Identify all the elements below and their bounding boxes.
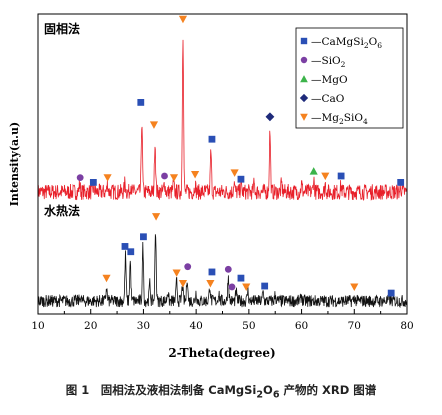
caption-sub-1: 2 xyxy=(256,389,264,401)
marker-square xyxy=(140,233,147,241)
marker-square xyxy=(387,289,395,297)
marker-square xyxy=(237,175,245,183)
caption-text: 固相法及液相法制备 CaMgSi xyxy=(100,383,257,397)
y-axis-label: Intensity(a.u) xyxy=(8,122,21,206)
marker-square xyxy=(261,282,269,290)
legend-label: —MgO xyxy=(311,74,348,86)
marker-triangle-down xyxy=(169,174,179,182)
legend-label: —CaO xyxy=(311,93,345,105)
marker-square xyxy=(208,268,216,276)
marker-square xyxy=(397,179,405,186)
caption-suffix: 产物的 XRD 图谱 xyxy=(279,383,377,397)
legend-label: —SiO2 xyxy=(311,55,346,69)
legend: —CaMgSi2O6 —SiO2 —MgO —CaO —Mg2SiO4 xyxy=(295,27,404,129)
caption-sub-2: 6 xyxy=(272,389,280,401)
legend-symbol-square xyxy=(300,37,308,45)
marker-triangle-up xyxy=(309,167,318,175)
marker-triangle-down xyxy=(178,280,188,288)
trace-solid xyxy=(37,39,408,202)
x-tick-label: 80 xyxy=(400,320,413,332)
marker-square xyxy=(208,135,216,143)
x-tick-label: 30 xyxy=(137,320,150,332)
marker-triangle-down xyxy=(152,213,161,221)
marker-triangle-down xyxy=(230,169,239,177)
x-tick-label: 60 xyxy=(295,320,308,332)
x-axis-label: 2-Theta(degree) xyxy=(168,346,275,360)
marker-triangle-down xyxy=(178,15,188,24)
panel-label-hydro: 水热法 xyxy=(44,203,80,218)
marker-circle xyxy=(76,174,84,182)
marker-square xyxy=(137,99,145,106)
legend-label: —Mg2SiO4 xyxy=(311,112,368,126)
x-tick-label: 70 xyxy=(348,320,361,332)
marker-square xyxy=(127,248,135,256)
x-tick-label: 10 xyxy=(31,320,44,332)
marker-triangle-down xyxy=(191,171,200,179)
marker-triangle-down xyxy=(149,121,159,129)
marker-diamond xyxy=(265,112,275,122)
legend-box xyxy=(295,27,404,129)
marker-triangle-down xyxy=(103,174,112,182)
marker-triangle-down xyxy=(172,269,181,277)
marker-square xyxy=(237,274,245,282)
phase-markers xyxy=(76,15,405,297)
marker-circle xyxy=(228,283,236,291)
legend-symbol-triangle-down xyxy=(300,113,308,121)
caption-mid: O xyxy=(263,383,273,397)
x-tick-label: 40 xyxy=(189,320,202,332)
marker-triangle-down xyxy=(321,172,330,181)
marker-triangle-down xyxy=(350,283,359,291)
marker-square xyxy=(89,179,97,186)
figure-caption: 图 1 固相法及液相法制备 CaMgSi2O6 产物的 XRD 图谱 xyxy=(0,382,442,400)
marker-triangle-down xyxy=(242,283,251,291)
marker-circle xyxy=(224,265,232,273)
marker-square xyxy=(337,172,345,180)
caption-figure-number: 图 1 xyxy=(65,383,90,397)
panel-label-solid: 固相法 xyxy=(44,21,80,36)
trace-hydro xyxy=(37,234,408,309)
marker-circle xyxy=(161,172,168,180)
marker-triangle-down xyxy=(206,280,215,288)
legend-symbol-circle xyxy=(300,56,308,64)
legend-symbol-diamond xyxy=(299,93,309,103)
legend-symbol-triangle-up xyxy=(300,75,308,83)
marker-circle xyxy=(184,263,192,271)
x-axis: 10 20 30 40 50 60 70 80 xyxy=(31,309,414,332)
traces xyxy=(37,39,408,309)
x-tick-label: 20 xyxy=(84,320,97,332)
legend-label: —CaMgSi2O6 xyxy=(311,36,382,50)
xrd-chart: 10 20 30 40 50 60 70 80 2-Theta(degree) Intensi… xyxy=(8,13,414,360)
marker-triangle-down xyxy=(102,274,111,283)
x-tick-label: 50 xyxy=(242,320,255,332)
marker-square xyxy=(121,243,129,250)
